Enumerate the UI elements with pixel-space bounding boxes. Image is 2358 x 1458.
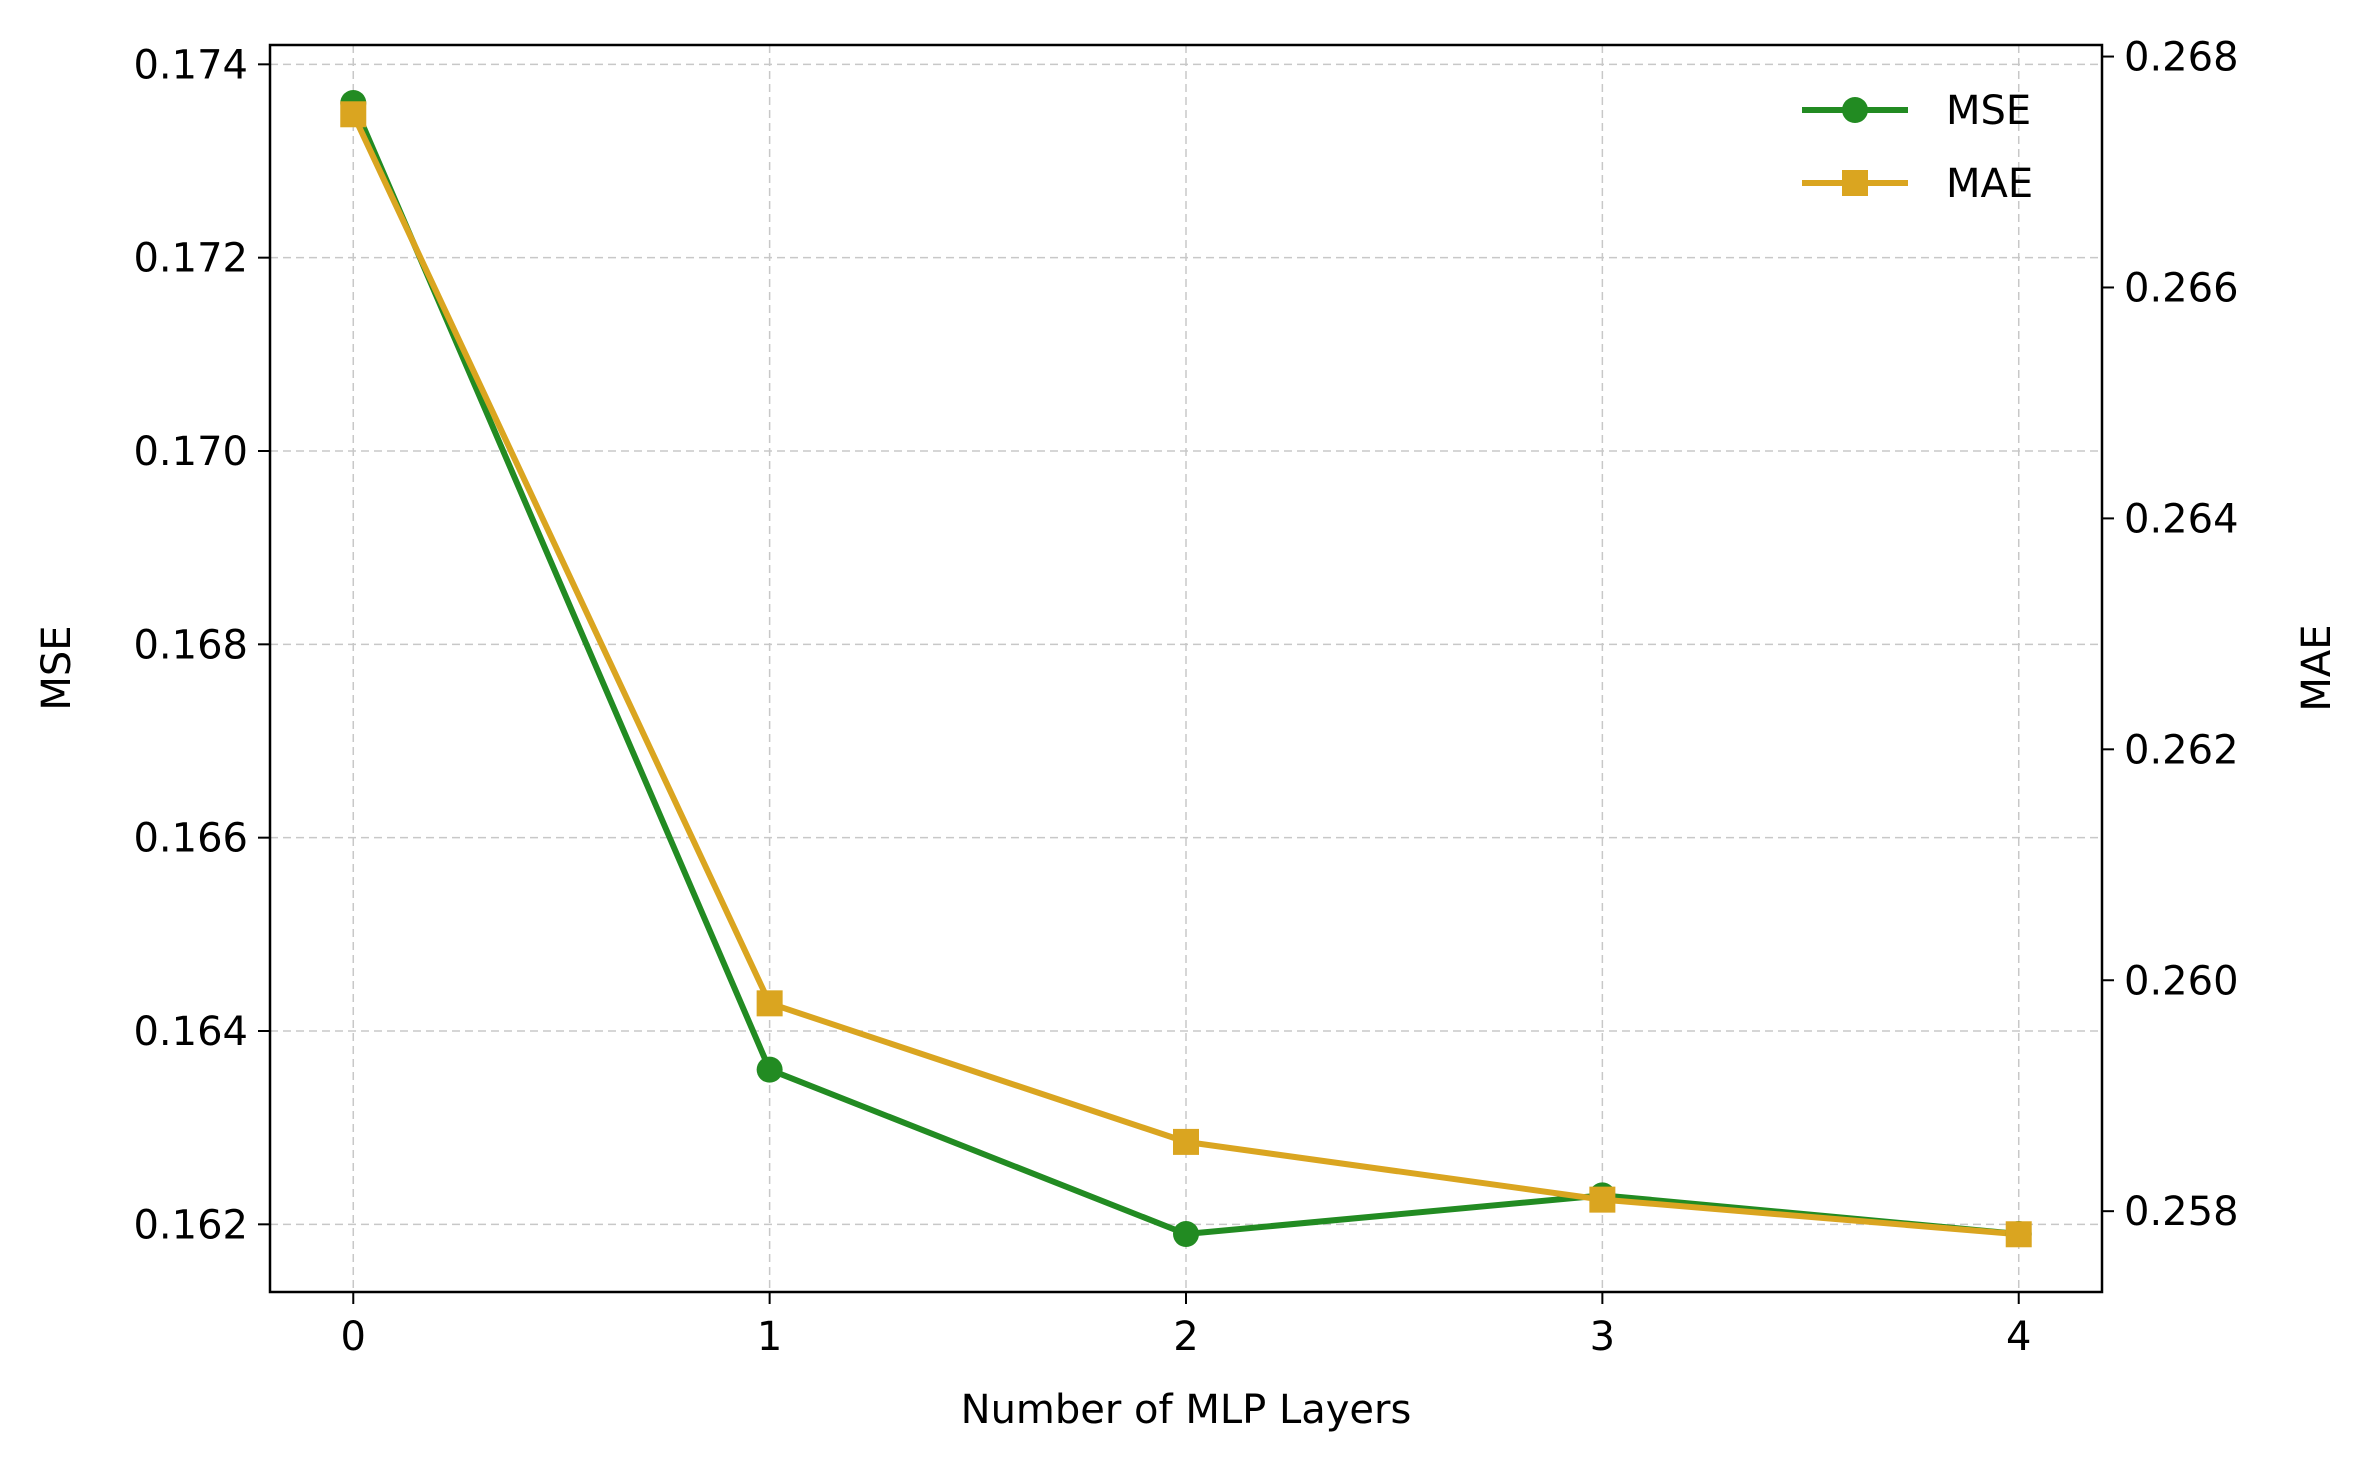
right-y-tick-label: 0.264 [2124, 496, 2239, 542]
x-axis-label: Number of MLP Layers [961, 1387, 1412, 1433]
left-y-tick-label: 0.166 [133, 816, 248, 862]
series-markers [340, 90, 2032, 1248]
right-y-tick-label: 0.266 [2124, 265, 2239, 311]
x-tick-label: 2 [1173, 1314, 1198, 1360]
data-point-mse [756, 1056, 783, 1083]
legend-entry-mae: MAE [1802, 161, 2033, 207]
right-y-tick-label: 0.260 [2124, 958, 2239, 1004]
data-point-mae [756, 990, 783, 1017]
right-y-tick-label: 0.258 [2124, 1189, 2239, 1235]
x-tick-label: 3 [1590, 1314, 1615, 1360]
left-y-tick-label: 0.174 [133, 42, 248, 88]
data-point-mae [2005, 1221, 2032, 1248]
legend-label-mae: MAE [1946, 161, 2033, 207]
left-y-tick-label: 0.170 [133, 429, 248, 475]
left-y-tick-label: 0.164 [133, 1009, 248, 1055]
left-y-axis-label: MSE [34, 625, 80, 710]
data-point-mse [1173, 1221, 1199, 1247]
left-y-tick-label: 0.162 [133, 1202, 248, 1248]
x-tick-label: 4 [2006, 1314, 2031, 1360]
data-point-mae [1589, 1186, 1616, 1213]
legend-label-mse: MSE [1946, 88, 2031, 134]
legend-marker-mae [1842, 170, 1868, 196]
x-tick-label: 0 [341, 1314, 366, 1360]
axis-ticks: 0 1 2 3 4 0.162 0.164 0.166 0.168 0.170 0.172 0.174… [133, 35, 2238, 1360]
right-y-tick-label: 0.262 [2124, 727, 2239, 773]
data-point-mae [340, 101, 367, 128]
grid [270, 45, 2102, 1292]
legend-marker-mse [1842, 97, 1868, 123]
right-y-axis-label: MAE [2294, 624, 2340, 711]
x-tick-label: 1 [757, 1314, 782, 1360]
legend-entry-mse: MSE [1802, 88, 2031, 134]
left-y-tick-label: 0.172 [133, 236, 248, 282]
left-y-tick-label: 0.168 [133, 622, 248, 668]
right-y-tick-label: 0.268 [2124, 35, 2239, 81]
data-point-mae [1173, 1128, 1199, 1155]
legend: MSE MAE [1802, 88, 2033, 207]
